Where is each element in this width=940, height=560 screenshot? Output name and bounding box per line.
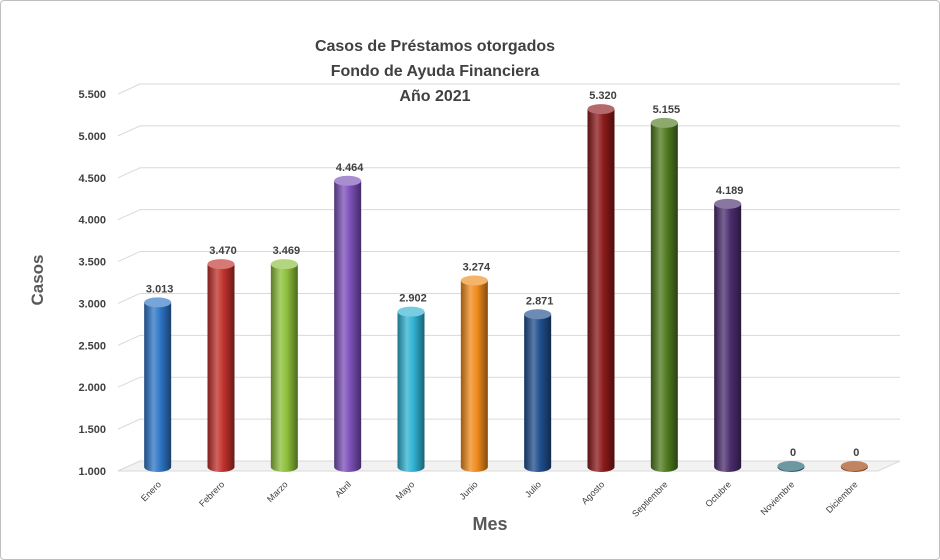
bar-cap (777, 461, 805, 471)
x-tick-label: Diciembre (824, 479, 860, 515)
data-label: 2.871 (526, 295, 554, 307)
data-label: 2.902 (399, 293, 427, 305)
bar-diciembre (840, 461, 868, 472)
data-label: 0 (853, 447, 859, 459)
gridlines (117, 83, 900, 472)
bar-cap (840, 461, 868, 471)
gridline-diagonal (117, 376, 141, 388)
bar-febrero (207, 259, 235, 472)
x-tick-label: Marzo (265, 479, 290, 504)
chart-title-line-2: Fondo de Ayuda Financiera (330, 63, 540, 80)
bar-mayo (397, 306, 425, 472)
floor-plane (117, 460, 901, 472)
bar-body (397, 311, 425, 472)
x-tick-label: Junio (457, 479, 479, 501)
x-tick-label: Septiembre (630, 479, 670, 519)
bar-cap (270, 259, 298, 270)
x-tick-label: Agosto (580, 479, 607, 506)
chart-floor (117, 460, 901, 472)
bar-septiembre (650, 117, 678, 473)
x-tick-label: Febrero (197, 479, 226, 508)
bar-enero (144, 297, 172, 472)
gridline-diagonal (117, 251, 141, 263)
gridline-diagonal (117, 125, 141, 137)
bar-cap (144, 297, 172, 308)
x-tick-label: Mayo (394, 479, 417, 502)
data-label: 3.013 (146, 283, 174, 295)
data-label: 5.155 (653, 104, 681, 116)
gridline-diagonal (117, 83, 141, 95)
y-tick-label: 1.000 (78, 466, 106, 478)
x-tick-label: Abril (333, 479, 353, 499)
data-labels: 3.013 3.470 3.469 4.464 2.902 3.274 2.871 5.320… (146, 90, 859, 459)
x-tick-label: Noviembre (759, 479, 797, 517)
bar-agosto (587, 104, 615, 472)
bar-marzo (270, 259, 298, 472)
bar-body (270, 264, 298, 472)
bar-body (334, 180, 362, 473)
gridline-diagonal (117, 167, 141, 179)
bar-body (144, 302, 172, 472)
gridline-diagonal (117, 418, 141, 430)
chart-title-line-1: Casos de Préstamos otorgados (314, 38, 556, 55)
chart-title: Casos de Préstamos otorgados Fondo de Ay… (260, 34, 610, 109)
data-label: 4.189 (716, 185, 744, 197)
y-tick-label: 5.000 (78, 131, 106, 143)
y-tick-label: 5.500 (78, 89, 106, 101)
bars (144, 104, 868, 473)
bar-cap (650, 117, 678, 128)
y-tick-label: 2.500 (78, 340, 106, 352)
data-label: 4.464 (336, 162, 364, 174)
y-tick-label: 4.000 (78, 215, 106, 227)
bar-body (650, 122, 678, 473)
x-axis: Enero Febrero Marzo Abril Mayo Junio Julio Agos… (139, 479, 860, 519)
bar-noviembre (777, 461, 805, 472)
bar-octubre (714, 198, 742, 472)
bar-cap (587, 104, 615, 115)
y-tick-label: 2.000 (78, 382, 106, 394)
y-tick-label: 4.500 (78, 173, 106, 185)
bar-julio (524, 309, 552, 472)
bar-body (587, 109, 615, 472)
data-label: 3.469 (273, 245, 301, 257)
gridline-diagonal (117, 292, 141, 304)
bar-junio (460, 275, 488, 472)
x-tick-label: Enero (139, 479, 163, 503)
bar-body (524, 314, 552, 472)
bar-abril (334, 175, 362, 473)
gridline-diagonal (117, 209, 141, 221)
bar-cap (460, 275, 488, 286)
bar-cap (714, 198, 742, 209)
x-axis-label: Mes (472, 514, 508, 534)
bar-cap (397, 306, 425, 317)
bar-cap (524, 309, 552, 320)
bar-cap (207, 259, 235, 270)
bar-body (207, 264, 235, 472)
bar-cap (334, 175, 362, 186)
y-axis: 1.000 1.500 2.000 2.500 3.000 3.500 4.000 4.500… (78, 89, 106, 478)
x-tick-label: Julio (523, 479, 543, 499)
x-tick-label: Octubre (703, 479, 733, 509)
gridline-diagonal (117, 334, 141, 346)
data-label: 3.274 (463, 261, 491, 273)
bar-body (714, 203, 742, 472)
y-tick-label: 1.500 (78, 424, 106, 436)
data-label: 3.470 (209, 245, 237, 257)
y-tick-label: 3.000 (78, 298, 106, 310)
data-label: 5.320 (589, 90, 617, 102)
chart-title-line-3: Año 2021 (399, 88, 471, 105)
y-tick-label: 3.500 (78, 257, 106, 269)
data-label: 0 (790, 447, 796, 459)
bar-body (460, 280, 488, 472)
